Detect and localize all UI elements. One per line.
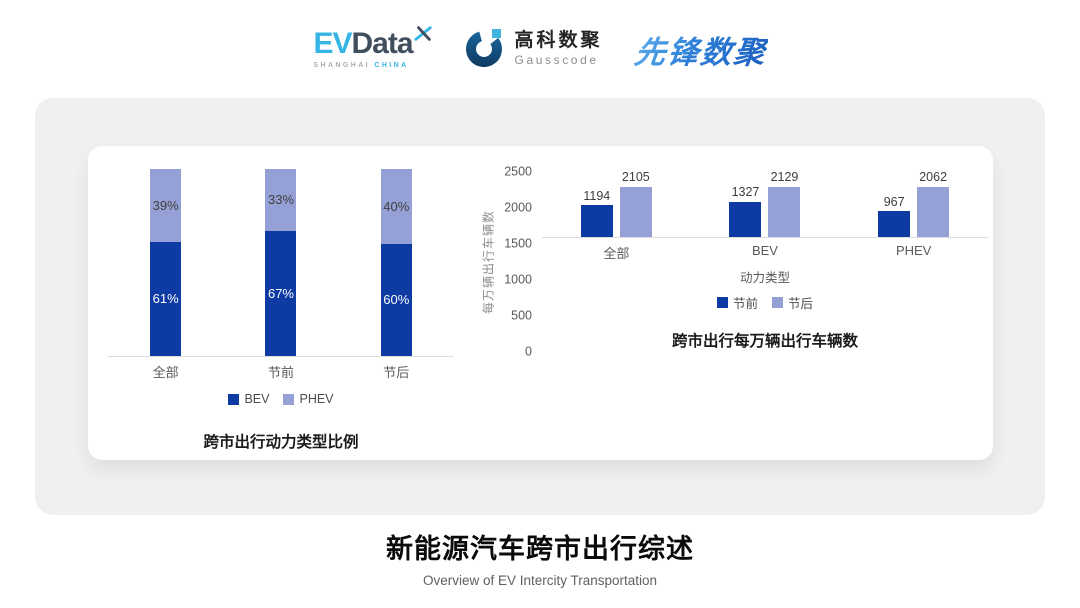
grouped-plot: 1194 2105 1327 2129 967 2062 <box>542 171 988 238</box>
gausscode-cn-text: 高科数聚 <box>514 30 603 52</box>
evdata-data-text: Data <box>351 27 413 60</box>
legend-label: 节前 <box>732 297 758 311</box>
stacked-categories: 全部 节前 节后 <box>108 362 454 381</box>
bar-group: 967 2062 <box>878 170 950 237</box>
bar-group: 1327 2129 <box>729 170 801 237</box>
bar-segment-label: 67% <box>267 285 294 301</box>
bar <box>917 186 950 237</box>
evdata-x-icon <box>413 25 432 47</box>
gausscode-en-text: Gausscode <box>514 52 599 67</box>
grouped-y-axis-label: 每万辆出行车辆数 <box>481 209 496 315</box>
grouped-chart-title: 跨市出行每万辆出行车辆数 <box>671 333 858 350</box>
legend-swatch <box>716 297 728 308</box>
bar-value-label: 1327 <box>731 185 760 200</box>
legend-item: PHEV <box>283 392 334 406</box>
bar <box>580 205 613 237</box>
bar-segment-phev: 39% <box>150 169 182 242</box>
bar-column-节后: 2129 <box>768 170 801 237</box>
grouped-y-ticks: 0 500 1000 1500 2000 2500 <box>498 165 542 357</box>
stacked-bar: 39% 61% <box>150 169 182 356</box>
legend-label: PHEV <box>299 392 334 406</box>
bar-value-label: 967 <box>883 194 905 209</box>
stacked-legend: BEV PHEV <box>108 392 454 406</box>
evdata-china-text: CHINA <box>374 62 409 69</box>
evdata-wordmark: EV Data <box>313 26 432 60</box>
bar-segment-bev: 61% <box>150 241 182 356</box>
bar-segment-label: 40% <box>383 198 410 214</box>
bar-segment-phev: 33% <box>265 169 297 231</box>
y-tick-label: 1500 <box>504 235 532 250</box>
evdata-ev-text: EV <box>313 27 352 60</box>
grouped-plot-row: 0 500 1000 1500 2000 2500 1194 2105 1327 2129 967… <box>476 165 988 357</box>
bar-segment-label: 60% <box>383 292 410 308</box>
stacked-bar: 33% 67% <box>265 169 297 356</box>
y-tick-label: 2000 <box>504 199 532 214</box>
legend-label: BEV <box>244 392 270 406</box>
legend-item: 节前 <box>716 293 758 312</box>
legend-swatch <box>228 393 240 405</box>
bar-column-节后: 2062 <box>917 170 950 237</box>
footer: 新能源汽车跨市出行综述 Overview of EV Intercity Tra… <box>0 527 1080 588</box>
chart-card: 39% 61% 33% 67% 40% 60% 全部 节前 节后 BEV PHEV 跨市出行动力… <box>35 98 1045 515</box>
grouped-categories: 全部 BEV PHEV <box>542 243 988 262</box>
bar <box>768 186 801 237</box>
stacked-chart: 39% 61% 33% 67% 40% 60% 全部 节前 节后 BEV PHEV 跨市出行动力… <box>108 162 454 452</box>
logo-header: EV Data SHANGHAI CHINA <box>0 18 1080 80</box>
category-label: PHEV <box>895 243 932 258</box>
bar-column-节前: 1194 <box>580 171 613 237</box>
page-subtitle: Overview of EV Intercity Transportation <box>422 573 658 588</box>
y-tick-label: 500 <box>511 307 532 322</box>
bar <box>878 211 911 237</box>
bar <box>619 186 652 237</box>
evdata-logo: EV Data SHANGHAI CHINA <box>313 26 432 69</box>
y-tick-label: 2500 <box>504 163 532 178</box>
gausscode-logo: 高科数聚 Gausscode <box>464 26 603 73</box>
bar-segment-phev: 40% <box>380 169 412 244</box>
bar-value-label: 1194 <box>583 188 611 203</box>
evdata-subtext: SHANGHAI CHINA <box>313 62 408 69</box>
bar-segment-label: 61% <box>152 291 179 307</box>
grouped-legend: 节前 节后 <box>542 293 988 312</box>
evdata-shanghai-text: SHANGHAI <box>313 62 370 69</box>
legend-swatch <box>772 297 783 308</box>
legend-label: 节后 <box>788 297 814 311</box>
grouped-chart: 每万辆出行车辆数 0 500 1000 1500 2000 2500 1194 2105 13… <box>476 162 988 357</box>
bar-value-label: 2105 <box>621 170 650 184</box>
bar-value-label: 2062 <box>919 170 948 184</box>
bar-segment-label: 33% <box>267 192 294 208</box>
legend-item: BEV <box>228 392 269 406</box>
page-title: 新能源汽车跨市出行综述 <box>386 534 694 564</box>
y-tick-label: 1000 <box>504 271 532 286</box>
legend-swatch <box>283 393 295 405</box>
stacked-chart-title: 跨市出行动力类型比例 <box>203 434 359 451</box>
chart-panel: 39% 61% 33% 67% 40% 60% 全部 节前 节后 BEV PHEV 跨市出行动力… <box>88 146 993 460</box>
bar <box>729 201 762 237</box>
gausscode-g-icon <box>464 26 506 73</box>
grouped-main: 1194 2105 1327 2129 967 2062 全部 BEV PHEV 动力类型 节… <box>542 171 988 351</box>
bar-column-节前: 967 <box>878 171 911 237</box>
bar-segment-label: 39% <box>152 197 179 213</box>
category-label: 节前 <box>267 365 294 380</box>
legend-item: 节后 <box>772 293 813 312</box>
pioneer-logo: 先锋数聚 <box>632 27 770 72</box>
category-label: 全部 <box>603 246 630 261</box>
bar-segment-bev: 60% <box>380 243 412 356</box>
category-label: 全部 <box>152 365 179 380</box>
bar-column-节后: 2105 <box>619 170 652 237</box>
grouped-x-axis-label: 动力类型 <box>739 271 790 285</box>
bar-group: 1194 2105 <box>580 170 652 237</box>
gausscode-text: 高科数聚 Gausscode <box>514 30 603 67</box>
category-label: BEV <box>751 243 778 258</box>
stacked-bar: 40% 60% <box>380 169 412 356</box>
bar-column-节前: 1327 <box>729 171 762 237</box>
y-tick-label: 0 <box>525 343 532 358</box>
bar-value-label: 2129 <box>770 170 799 184</box>
bar-segment-bev: 67% <box>265 230 297 356</box>
category-label: 节后 <box>383 365 410 380</box>
stacked-plot: 39% 61% 33% 67% 40% 60% <box>108 169 454 357</box>
